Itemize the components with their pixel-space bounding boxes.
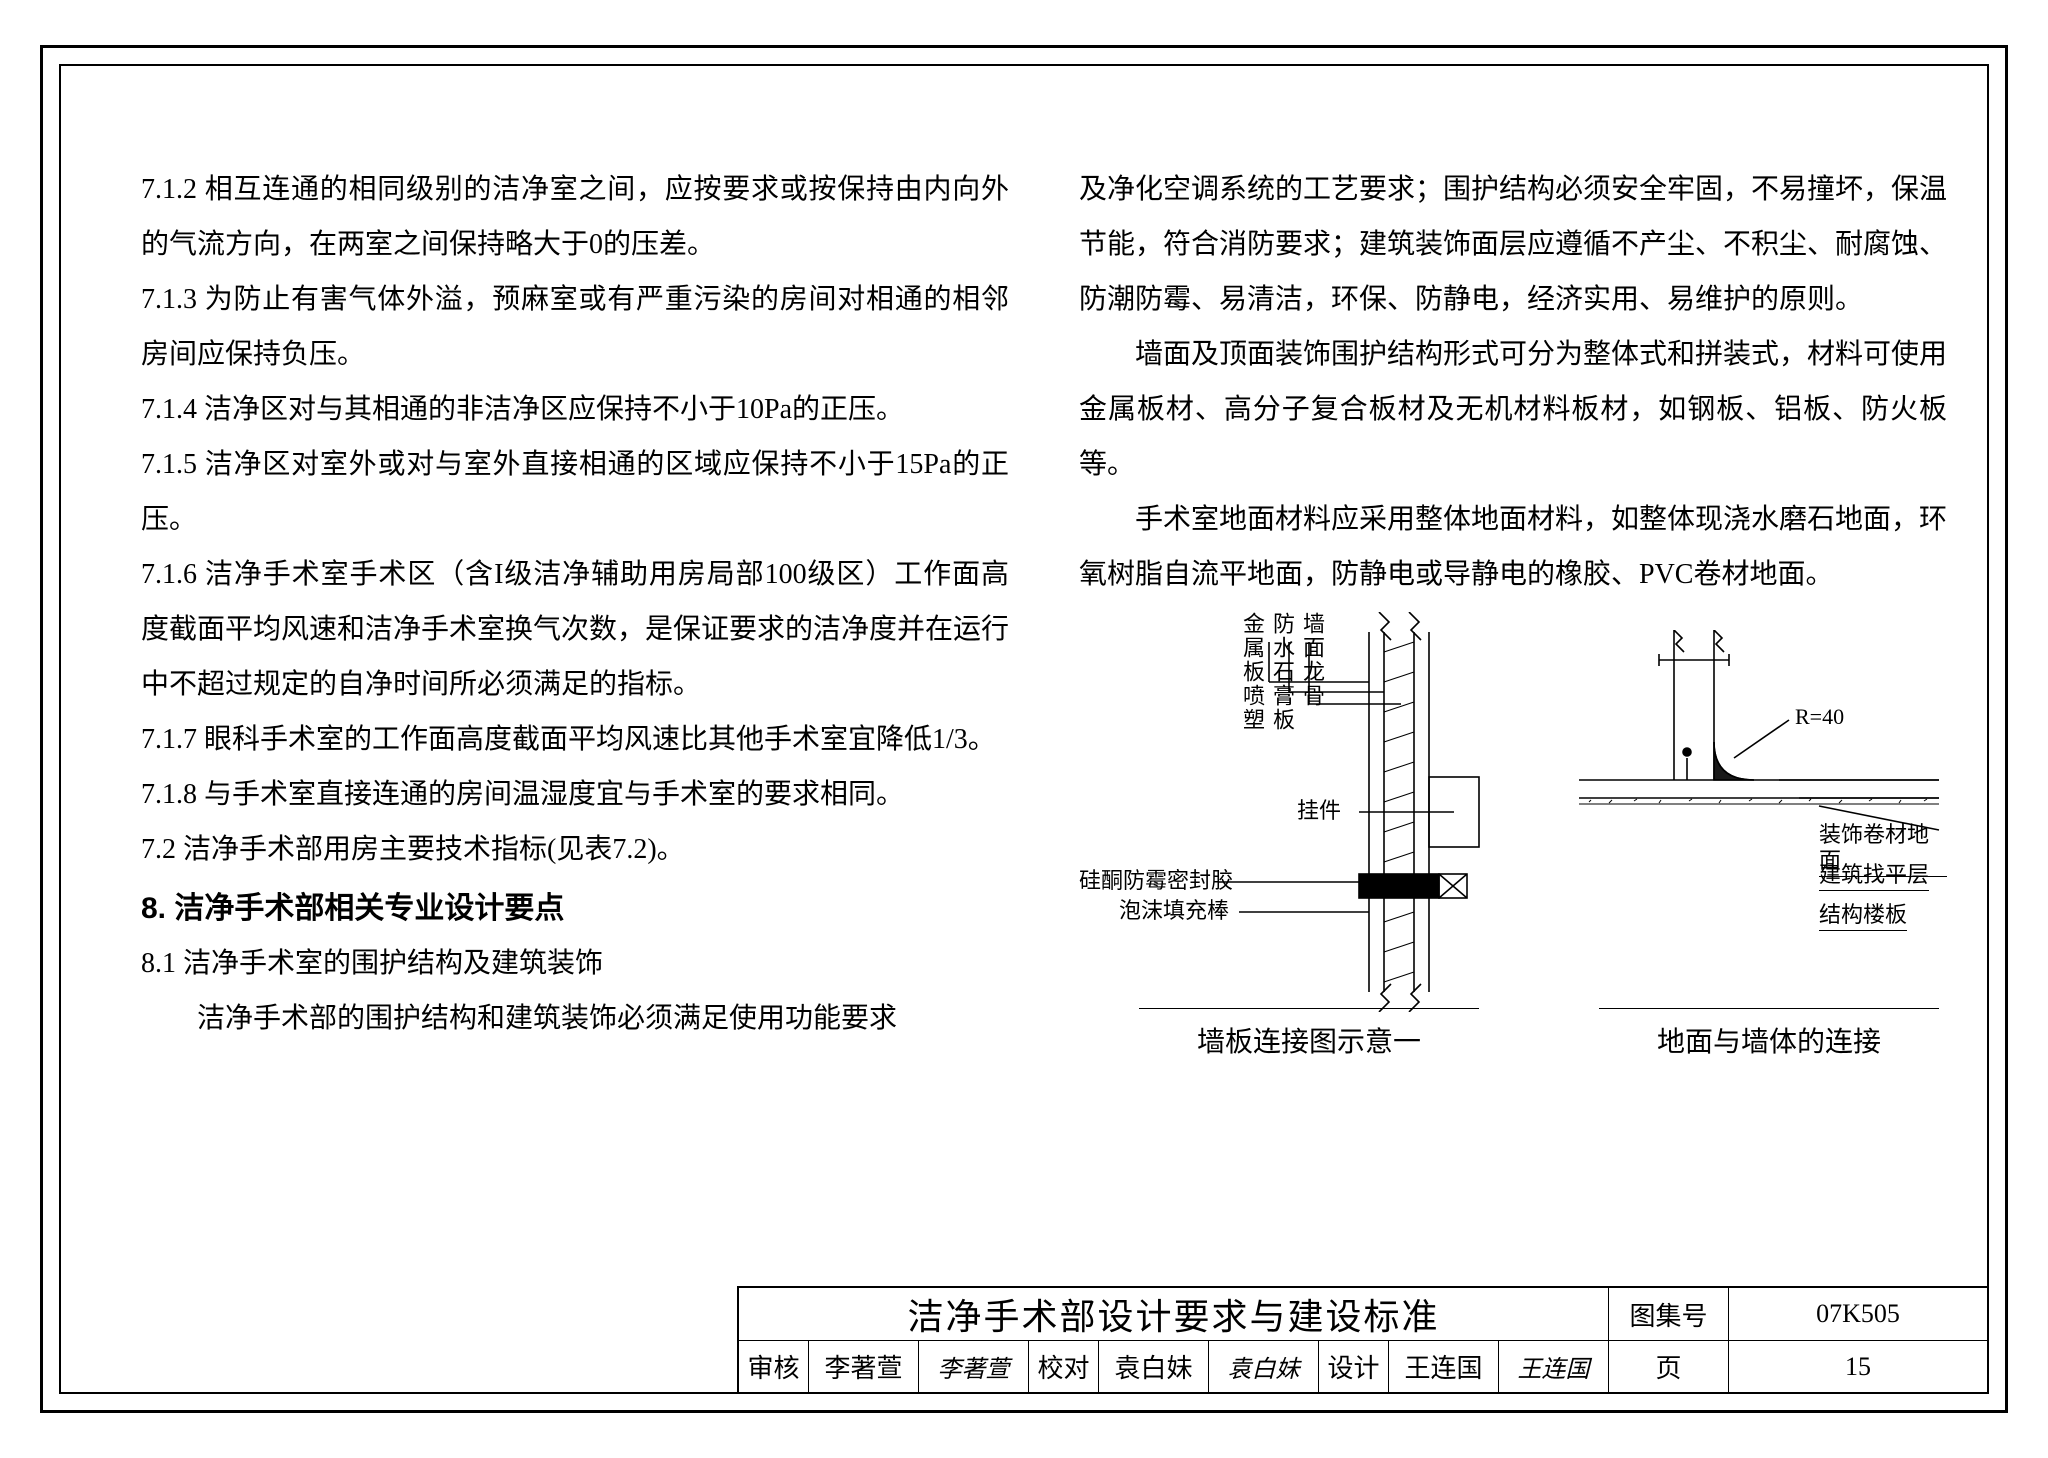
drawing-set-label: 图集号 bbox=[1609, 1288, 1729, 1340]
design-label: 设计 bbox=[1319, 1341, 1389, 1392]
clause-7-1-4: 7.1.4 洁净区对与其相通的非洁净区应保持不小于10Pa的正压。 bbox=[141, 382, 1009, 437]
outer-frame: 7.1.2 相互连通的相同级别的洁净室之间，应按要求或按保持由内向外的气流方向，… bbox=[40, 45, 2008, 1413]
floor-diagram-caption-text: 地面与墙体的连接 bbox=[1657, 1027, 1881, 1058]
designer-signature: 王连国 bbox=[1499, 1341, 1609, 1392]
diagrams-area: 金属板喷塑 防水石膏板 墙面龙骨 挂件 硅酮防霉密封胶 泡沫填充棒 bbox=[1079, 612, 1947, 1072]
title-block-row-1: 洁净手术部设计要求与建设标准 图集号 07K505 bbox=[739, 1288, 1987, 1341]
page-label: 页 bbox=[1609, 1341, 1729, 1392]
page-number: 15 bbox=[1729, 1341, 1987, 1392]
clause-8-1: 8.1 洁净手术室的围护结构及建筑装饰 bbox=[141, 936, 1009, 991]
checker-name: 袁白妹 bbox=[1099, 1341, 1209, 1392]
page-content: 7.1.2 相互连通的相同级别的洁净室之间，应按要求或按保持由内向外的气流方向，… bbox=[141, 162, 1947, 1282]
label-slab: 结构楼板 bbox=[1819, 902, 1907, 931]
clause-7-1-7: 7.1.7 眼科手术室的工作面高度截面平均风速比其他手术室宜降低1/3。 bbox=[141, 712, 1009, 767]
label-metal-panel: 金属板喷塑 bbox=[1239, 612, 1265, 732]
wall-diagram-caption: 墙板连接图示意一 bbox=[1139, 1008, 1479, 1070]
clause-8-1-cont: 及净化空调系统的工艺要求；围护结构必须安全牢固，不易撞坏，保温节能，符合消防要求… bbox=[1079, 162, 1947, 327]
left-column: 7.1.2 相互连通的相同级别的洁净室之间，应按要求或按保持由内向外的气流方向，… bbox=[141, 162, 1009, 1282]
reviewer-signature: 李著萱 bbox=[919, 1341, 1029, 1392]
title-block: 洁净手术部设计要求与建设标准 图集号 07K505 审核 李著萱 李著萱 校对 … bbox=[737, 1286, 1987, 1392]
reviewer-name: 李著萱 bbox=[809, 1341, 919, 1392]
clause-8-1-floor: 手术室地面材料应采用整体地面材料，如整体现浇水磨石地面，环氧树脂自流平地面，防静… bbox=[1079, 492, 1947, 602]
clause-8-1-body: 洁净手术部的围护结构和建筑装饰必须满足使用功能要求 bbox=[141, 991, 1009, 1046]
right-column: 及净化空调系统的工艺要求；围护结构必须安全牢固，不易撞坏，保温节能，符合消防要求… bbox=[1079, 162, 1947, 1282]
label-gypsum: 防水石膏板 bbox=[1269, 612, 1295, 732]
label-hanger: 挂件 bbox=[1297, 798, 1341, 824]
drawing-set-number: 07K505 bbox=[1729, 1288, 1987, 1340]
label-radius: R=40 bbox=[1795, 704, 1844, 730]
section-8-heading: 8. 洁净手术部相关专业设计要点 bbox=[141, 881, 1009, 936]
clause-7-1-5: 7.1.5 洁净区对室外或对与室外直接相通的区域应保持不小于15Pa的正压。 bbox=[141, 437, 1009, 547]
wall-diagram-caption-text: 墙板连接图示意一 bbox=[1197, 1027, 1421, 1058]
clause-8-1-wall: 墙面及顶面装饰围护结构形式可分为整体式和拼装式，材料可使用金属板材、高分子复合板… bbox=[1079, 327, 1947, 492]
inner-frame: 7.1.2 相互连通的相同级别的洁净室之间，应按要求或按保持由内向外的气流方向，… bbox=[59, 64, 1989, 1394]
clause-7-1-3: 7.1.3 为防止有害气体外溢，预麻室或有严重污染的房间对相通的相邻房间应保持负… bbox=[141, 272, 1009, 382]
label-sealant: 硅酮防霉密封胶 bbox=[1079, 868, 1233, 894]
review-label: 审核 bbox=[739, 1341, 809, 1392]
check-label: 校对 bbox=[1029, 1341, 1099, 1392]
clause-7-2: 7.2 洁净手术部用房主要技术指标(见表7.2)。 bbox=[141, 822, 1009, 877]
label-foam-rod: 泡沫填充棒 bbox=[1119, 898, 1229, 924]
checker-signature: 袁白妹 bbox=[1209, 1341, 1319, 1392]
clause-7-1-8: 7.1.8 与手术室直接连通的房间温湿度宜与手术室的要求相同。 bbox=[141, 767, 1009, 822]
designer-name: 王连国 bbox=[1389, 1341, 1499, 1392]
clause-7-1-6: 7.1.6 洁净手术室手术区（含I级洁净辅助用房局部100级区）工作面高度截面平… bbox=[141, 547, 1009, 712]
label-keel: 墙面龙骨 bbox=[1299, 612, 1325, 708]
clause-7-1-2: 7.1.2 相互连通的相同级别的洁净室之间，应按要求或按保持由内向外的气流方向，… bbox=[141, 162, 1009, 272]
document-title: 洁净手术部设计要求与建设标准 bbox=[739, 1288, 1609, 1340]
title-block-row-2: 审核 李著萱 李著萱 校对 袁白妹 袁白妹 设计 王连国 王连国 页 15 bbox=[739, 1341, 1987, 1392]
label-screed: 建筑找平层 bbox=[1819, 862, 1929, 891]
floor-diagram-caption: 地面与墙体的连接 bbox=[1599, 1008, 1939, 1070]
